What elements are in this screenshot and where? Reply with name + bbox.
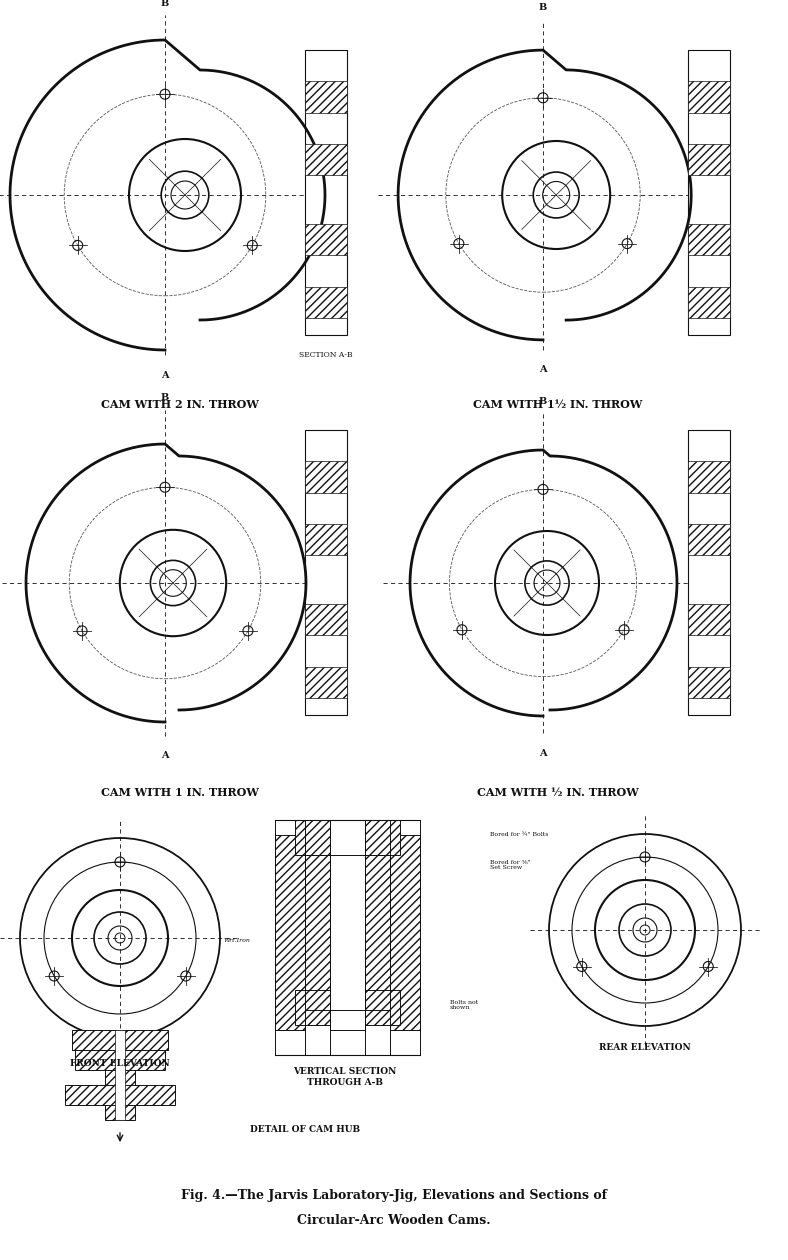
Bar <box>688 82 730 112</box>
Text: DETAIL OF CAM HUB: DETAIL OF CAM HUB <box>250 1125 360 1134</box>
Text: B: B <box>539 397 547 406</box>
Text: A: A <box>539 365 547 374</box>
Text: Fig. 4.—The Jarvis Laboratory-Jig, Elevations and Sections of: Fig. 4.—The Jarvis Laboratory-Jig, Eleva… <box>181 1188 607 1202</box>
Text: B: B <box>539 4 547 13</box>
Bar <box>688 667 730 698</box>
Bar <box>295 990 400 1024</box>
Text: CAM WITH 2 IN. THROW: CAM WITH 2 IN. THROW <box>101 399 259 411</box>
Bar <box>305 286 347 318</box>
Text: CAM WITH 1½ IN. THROW: CAM WITH 1½ IN. THROW <box>474 399 643 411</box>
Text: Bolts not
shown: Bolts not shown <box>450 999 478 1011</box>
Bar <box>688 144 730 175</box>
Text: SECTION A-B: SECTION A-B <box>299 352 353 359</box>
Bar <box>115 1029 125 1120</box>
Text: CAM WITH ½ IN. THROW: CAM WITH ½ IN. THROW <box>477 788 639 799</box>
Bar <box>305 524 347 556</box>
Text: Circular-Arc Wooden Cams.: Circular-Arc Wooden Cams. <box>297 1213 491 1226</box>
Bar <box>305 82 347 112</box>
Text: A: A <box>539 748 547 757</box>
Bar <box>72 1029 168 1050</box>
Text: CAM WITH 1 IN. THROW: CAM WITH 1 IN. THROW <box>101 788 259 799</box>
Bar <box>688 430 730 714</box>
Bar <box>688 224 730 256</box>
Bar <box>305 430 347 714</box>
Text: VERTICAL SECTION
THROUGH A-B: VERTICAL SECTION THROUGH A-B <box>293 1067 396 1086</box>
Bar <box>275 835 305 1029</box>
Bar <box>390 835 420 1029</box>
Bar <box>330 820 365 1029</box>
Bar <box>305 224 347 256</box>
Bar <box>105 1029 135 1120</box>
Text: Bored for ⅜"
Set Screw: Bored for ⅜" Set Screw <box>490 859 530 871</box>
Bar <box>688 286 730 318</box>
Text: A: A <box>162 370 169 379</box>
Text: A: A <box>162 751 169 761</box>
Bar <box>305 50 347 335</box>
Bar <box>688 604 730 635</box>
Bar <box>305 144 347 175</box>
Bar <box>305 461 347 493</box>
Bar <box>688 461 730 493</box>
Bar <box>65 1085 175 1105</box>
Bar <box>305 667 347 698</box>
Bar <box>688 524 730 556</box>
Text: Wrt.Iron: Wrt.Iron <box>223 937 250 942</box>
Bar <box>295 820 400 856</box>
Bar <box>305 604 347 635</box>
Bar <box>305 856 390 1011</box>
Text: FRONT ELEVATION: FRONT ELEVATION <box>70 1058 170 1067</box>
Text: REAR ELEVATION: REAR ELEVATION <box>599 1043 691 1052</box>
Text: B: B <box>161 393 169 402</box>
Text: Bored for ¾" Bolts: Bored for ¾" Bolts <box>490 833 548 838</box>
Bar <box>75 1050 165 1070</box>
Text: B: B <box>161 0 169 8</box>
Bar <box>688 50 730 335</box>
